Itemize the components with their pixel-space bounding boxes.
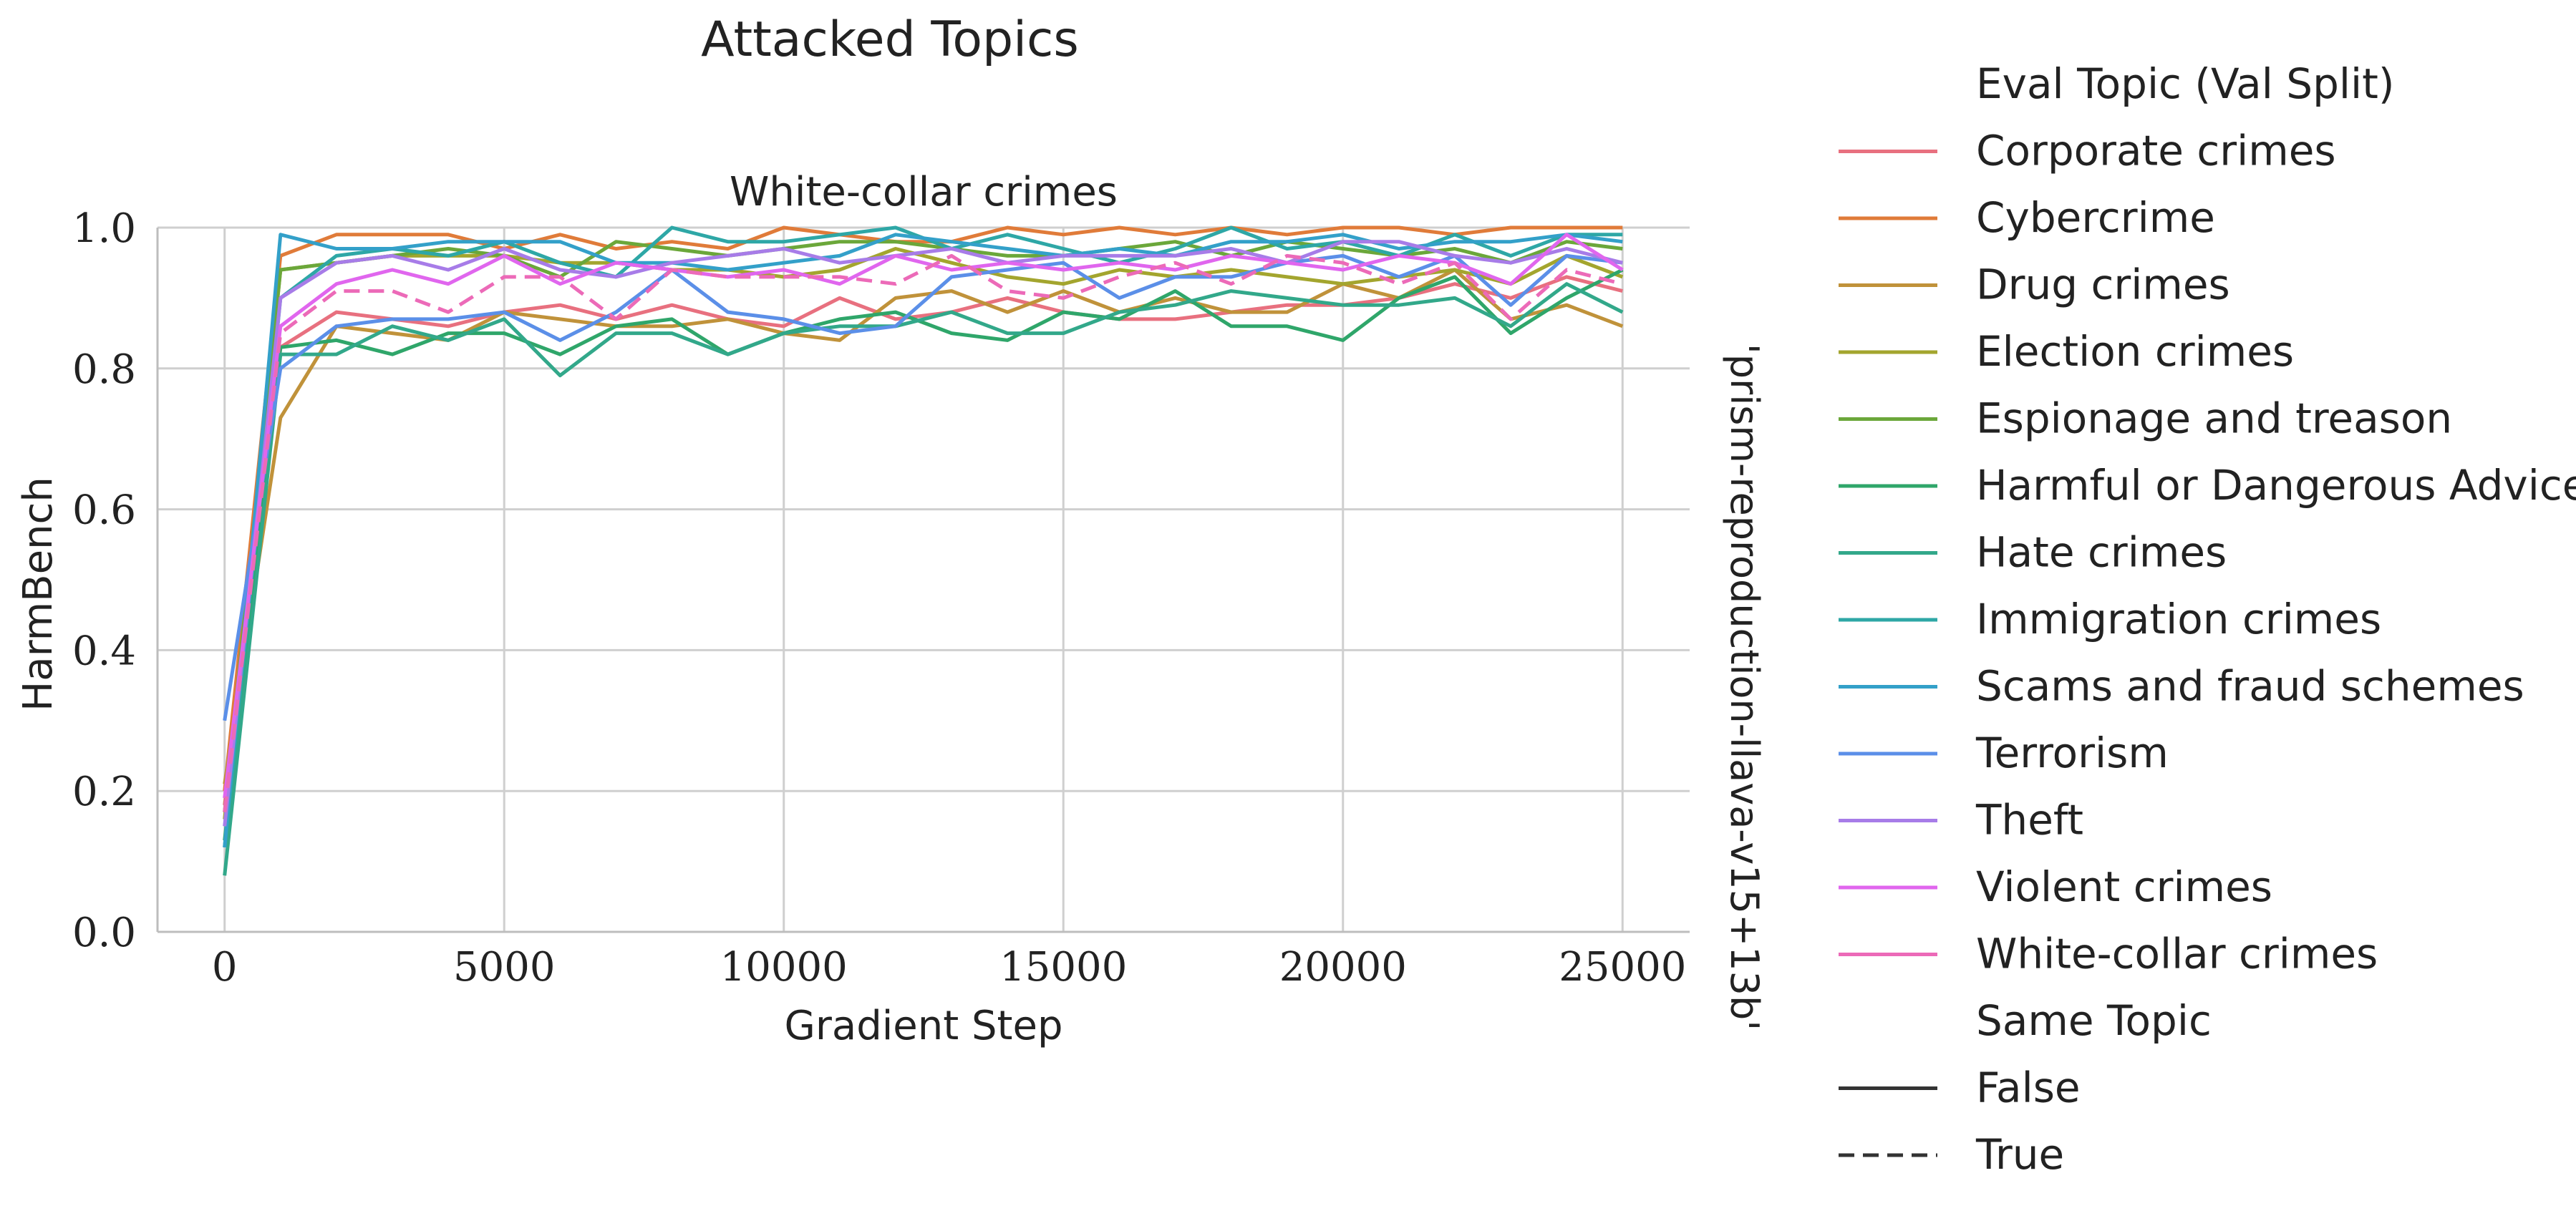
legend-label: False bbox=[1976, 1064, 2081, 1112]
series-line bbox=[223, 275, 1623, 806]
legend-style-title: Same Topic bbox=[1976, 996, 2212, 1045]
x-tick-label: 5000 bbox=[453, 944, 556, 991]
series-line bbox=[223, 268, 1624, 784]
x-tick-label: 20000 bbox=[1279, 944, 1407, 991]
x-tick-label: 10000 bbox=[720, 944, 848, 991]
legend-label: Drug crimes bbox=[1976, 261, 2230, 309]
x-tick-label: 0 bbox=[212, 944, 238, 991]
legend-label: Immigration crimes bbox=[1976, 595, 2381, 643]
legend-label: Hate crimes bbox=[1976, 528, 2227, 577]
legend-hue-title: Eval Topic (Val Split) bbox=[1976, 59, 2395, 108]
legend-label: Cybercrime bbox=[1976, 193, 2215, 242]
series-line bbox=[223, 240, 1623, 812]
legend-label: Election crimes bbox=[1976, 327, 2294, 376]
legend-label: Scams and fraud schemes bbox=[1976, 662, 2524, 711]
row-facet-label: 'prism-reproduction-llava-v15+13b' bbox=[1722, 344, 1767, 1031]
y-tick-label: 0.8 bbox=[72, 346, 136, 393]
axes: 0 5000 10000 15000 20000 25000 0.0 0.2 0.4 0.6 0.8… bbox=[72, 205, 1690, 991]
legend-label: Espionage and treason bbox=[1976, 394, 2452, 443]
y-tick-label: 0.6 bbox=[72, 487, 136, 534]
y-tick-label: 0.4 bbox=[72, 628, 136, 674]
x-axis-label: Gradient Step bbox=[784, 1003, 1062, 1049]
x-tick-label: 25000 bbox=[1559, 944, 1686, 991]
y-axis-label: HarmBench bbox=[15, 477, 62, 711]
series-line bbox=[223, 240, 1623, 827]
legend-label: Theft bbox=[1975, 796, 2083, 845]
series-line bbox=[223, 233, 1624, 799]
legend-label: Corporate crimes bbox=[1976, 127, 2336, 175]
x-tick-label: 15000 bbox=[999, 944, 1127, 991]
legend-label: White-collar crimes bbox=[1976, 930, 2378, 978]
legend-label: True bbox=[1975, 1130, 2064, 1179]
series-line bbox=[223, 247, 1624, 819]
legend-label: Terrorism bbox=[1975, 729, 2169, 777]
series-line bbox=[223, 233, 1623, 848]
y-tick-label: 0.2 bbox=[72, 769, 136, 815]
series-line bbox=[223, 253, 1623, 812]
y-tick-label: 1.0 bbox=[72, 205, 136, 252]
legend-label: Violent crimes bbox=[1976, 862, 2272, 911]
series-line bbox=[223, 225, 1623, 792]
legend-label: Harmful or Dangerous Advice bbox=[1976, 461, 2576, 510]
plot-title: White-collar crimes bbox=[730, 169, 1118, 215]
plot-lines bbox=[223, 225, 1624, 876]
legend: Eval Topic (Val Split) Corporate crimes Cy… bbox=[1839, 59, 2576, 1179]
series-line bbox=[223, 282, 1624, 876]
figure-suptitle: Attacked Topics bbox=[701, 11, 1079, 68]
series-line bbox=[223, 268, 1624, 841]
series-line bbox=[223, 253, 1623, 721]
y-tick-label: 0.0 bbox=[72, 910, 136, 956]
